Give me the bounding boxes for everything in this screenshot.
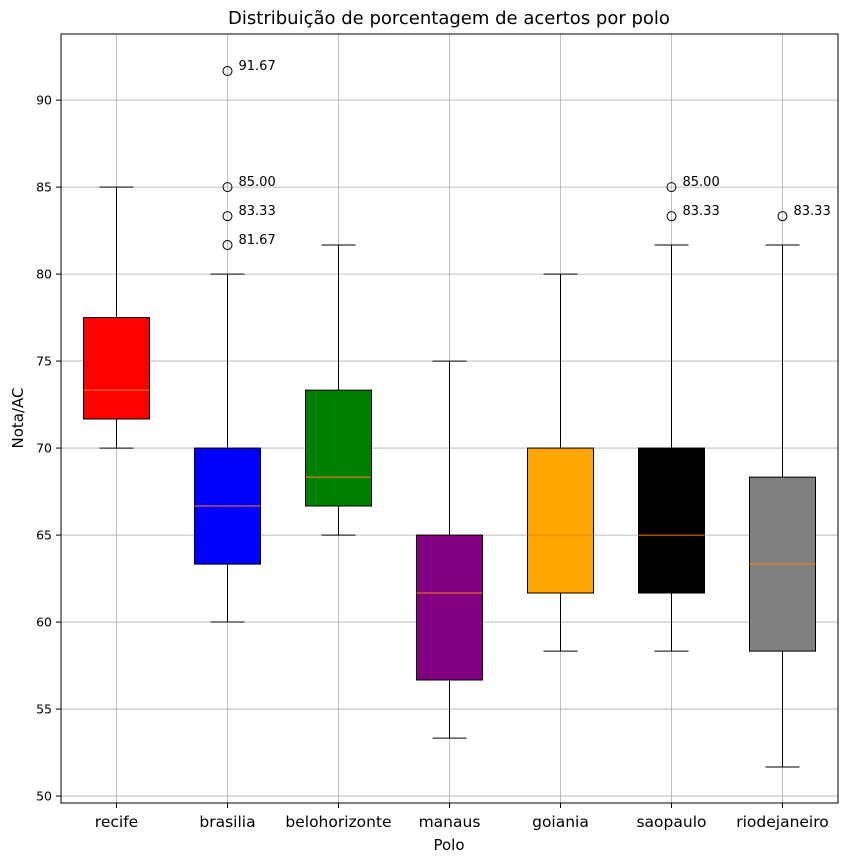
x-tick-label: saopaulo (636, 813, 706, 831)
box-group-recife (83, 186, 150, 449)
x-tick-label: brasilia (199, 813, 255, 831)
x-tick-label: belohorizonte (285, 813, 391, 831)
boxes: 91.67 85.00 83.33 81.67 85.00 83.33 83.33 (83, 59, 831, 768)
box-goiania (527, 447, 594, 594)
box-belohorizonte (305, 389, 372, 507)
outlier-point (222, 66, 233, 77)
y-tick-label: 70 (36, 441, 52, 456)
outlier-label: 85.00 (683, 175, 720, 190)
y-axis: 50 55 60 65 70 75 80 85 90 (36, 93, 61, 804)
outlier-label: 83.33 (794, 204, 831, 219)
outlier-point (666, 182, 677, 193)
outlier-label: 91.67 (239, 59, 276, 74)
x-tick-label: recife (95, 813, 138, 831)
y-axis-label: Nota/AC (9, 388, 27, 449)
y-tick-label: 90 (36, 93, 52, 108)
x-tick-label: goiania (532, 813, 589, 831)
x-axis-label: Polo (433, 836, 464, 854)
box-saopaulo (638, 447, 705, 594)
y-tick-label: 55 (36, 702, 52, 717)
box-group-brasilia: 91.67 85.00 83.33 81.67 (194, 59, 276, 623)
box-manaus (416, 534, 483, 681)
box-group-belohorizonte (305, 244, 372, 536)
outlier-label: 83.33 (239, 204, 276, 219)
y-tick-label: 50 (36, 789, 52, 804)
outlier-point (777, 211, 788, 222)
outlier-point (222, 182, 233, 193)
y-tick-label: 60 (36, 615, 52, 630)
box-group-saopaulo: 85.00 83.33 (638, 175, 720, 652)
outlier-point (666, 211, 677, 222)
x-tick-label: manaus (419, 813, 481, 831)
y-tick-label: 65 (36, 528, 52, 543)
box-group-manaus (416, 360, 483, 739)
outlier-point (222, 240, 233, 251)
outlier-label: 85.00 (239, 175, 276, 190)
chart-title: Distribuição de porcentagem de acertos p… (228, 8, 670, 29)
outlier-point (222, 211, 233, 222)
outlier-label: 81.67 (239, 233, 276, 248)
box-recife (83, 317, 150, 420)
y-tick-label: 75 (36, 354, 52, 369)
y-tick-label: 85 (36, 180, 52, 195)
y-tick-label: 80 (36, 267, 52, 282)
box-group-riodejaneiro: 83.33 (749, 204, 831, 768)
x-axis: recife brasilia belohorizonte manaus goiania… (95, 803, 829, 831)
box-group-goiania (527, 273, 594, 652)
x-tick-label: riodejaneiro (736, 813, 829, 831)
outlier-label: 83.33 (683, 204, 720, 219)
